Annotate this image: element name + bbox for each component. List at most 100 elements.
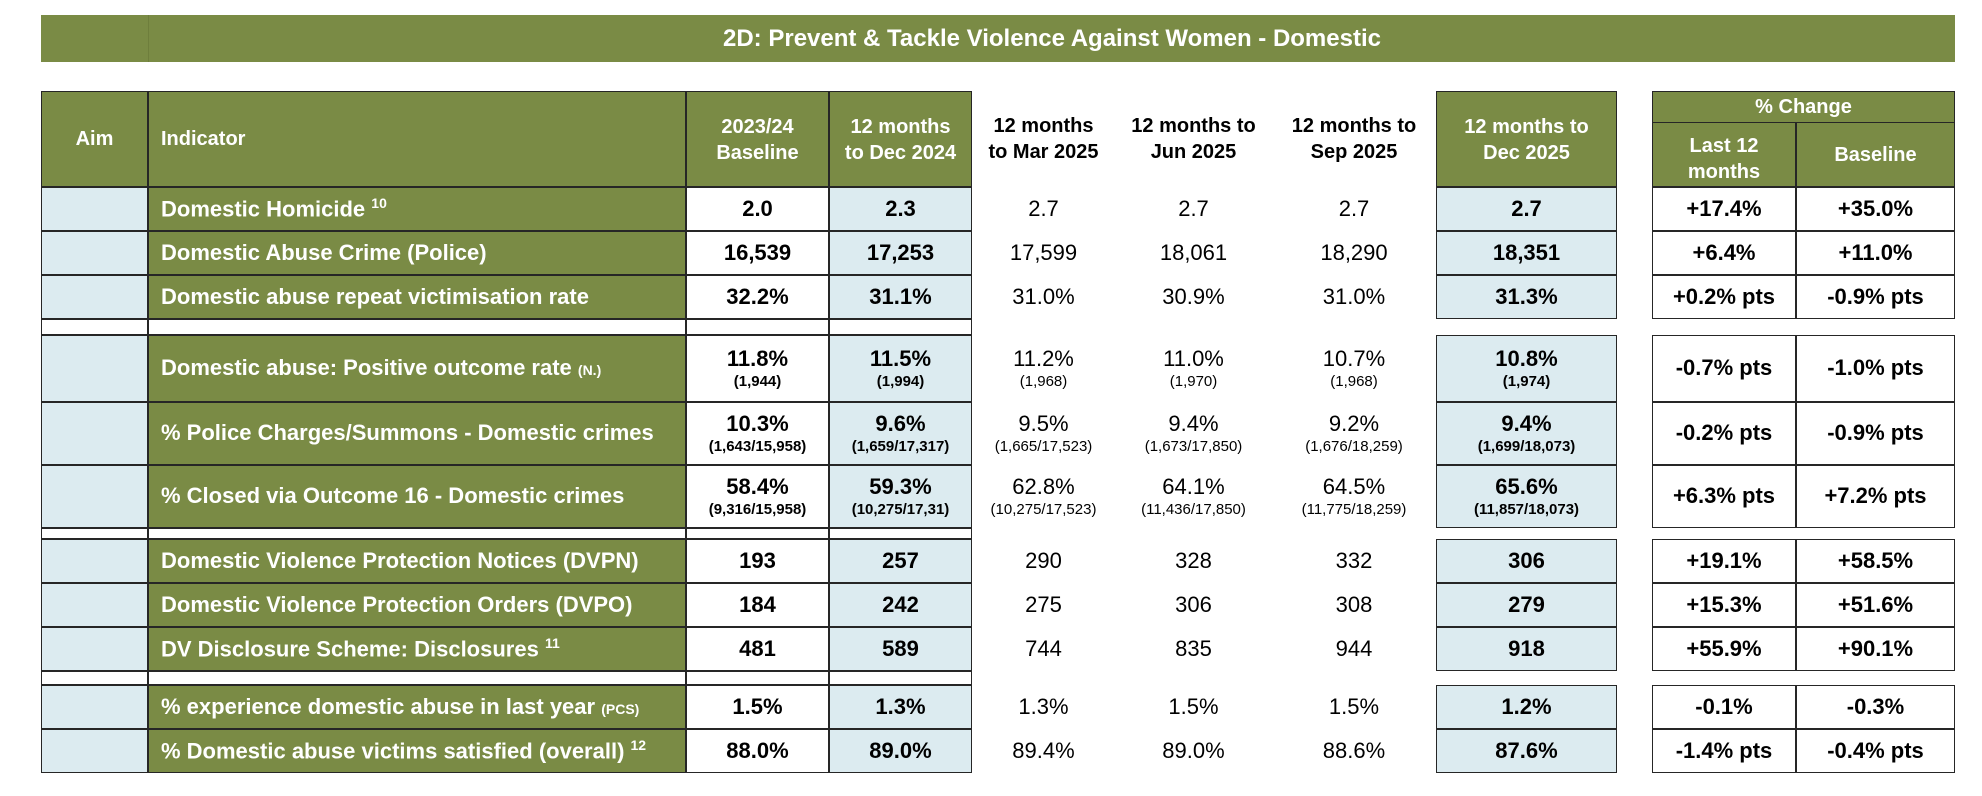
change-baseline-value: +11.0% [1838,239,1913,265]
indicator-text: Domestic Homicide 10 [161,196,387,222]
aim-cell [41,539,148,583]
value-dec2024-main: 589 [882,635,919,661]
value-jun2025-detail: (11,436/17,850) [1141,500,1246,518]
header-baseline-line1: 2023/24 [721,116,794,138]
value-jun2025: 89.0% [1115,729,1272,773]
value-jun2025: 2.7 [1115,187,1272,231]
change-baseline-value: -0.9% pts [1827,283,1924,309]
change-last-12-value: +55.9% [1686,635,1762,661]
value-dec2025-main: 18,351 [1492,239,1561,265]
indicator-text: Domestic Violence Protection Orders (DVP… [161,591,633,617]
aim-cell [41,275,148,319]
value-jun2025-main: 89.0% [1162,737,1225,763]
value-mar2025-detail: (1,665/17,523) [994,437,1093,455]
change-last-12: +55.9% [1652,627,1796,671]
change-gap-2 [1652,671,1955,685]
value-baseline: 58.4% (9,316/15,958) [686,465,829,528]
gap-band-1-indicator [148,528,686,539]
value-dec2025: 918 [1436,627,1617,671]
change-baseline-value: +7.2% pts [1824,483,1927,509]
value-sep2025-main: 944 [1335,635,1373,661]
header-aim-label: Aim [75,128,114,150]
change-last-12: +17.4% [1652,187,1796,231]
value-sep2025: 2.7 [1272,187,1436,231]
value-mar2025-main: 62.8% [1012,473,1075,499]
value-mar2025: 9.5% (1,665/17,523) [972,402,1115,465]
value-jun2025: 835 [1115,627,1272,671]
change-last-12-value: +6.3% pts [1672,483,1776,509]
change-last-12: -0.2% pts [1652,402,1796,465]
value-baseline-main: 58.4% [726,473,789,499]
value-dec2024-detail: (10,275/17,31) [851,500,950,518]
value-sep2025: 10.7% (1,968) [1272,335,1436,402]
header-jun2025-line2: Jun 2025 [1150,141,1237,163]
indicator-name: Domestic Violence Protection Orders (DVP… [161,591,633,617]
indicator-text: % Domestic abuse victims satisfied (over… [161,738,646,764]
header-dec-2024: 12 months to Dec 2024 [829,91,972,187]
value-dec2025-main: 2.7 [1511,195,1542,221]
value-jun2025-main: 1.5% [1168,693,1219,719]
value-dec2024-main: 11.5% [869,345,932,371]
change-last-12-value: -1.4% pts [1675,737,1773,763]
value-sep2025: 18,290 [1272,231,1436,275]
value-mar2025-main: 1.3% [1018,693,1069,719]
value-sep2025: 9.2% (1,676/18,259) [1272,402,1436,465]
change-last-12-value: -0.1% [1695,693,1753,719]
change-baseline: -0.4% pts [1796,729,1955,773]
change-baseline: -1.0% pts [1796,335,1955,402]
header-last-12: Last 12 months [1652,122,1796,187]
header-baseline-change: Baseline [1796,122,1955,187]
value-sep2025-main: 2.7 [1338,195,1370,221]
change-gap-0 [1652,319,1955,335]
value-sep2025: 332 [1272,539,1436,583]
value-sep2025-main: 10.7% [1322,345,1386,371]
header-pct-change: % Change [1652,91,1955,123]
value-mar2025-main: 17,599 [1009,239,1078,265]
value-baseline: 16,539 [686,231,829,275]
change-last-12-value: +19.1% [1686,547,1762,573]
change-last-12: +6.3% pts [1652,465,1796,528]
change-baseline-value: -0.3% [1846,693,1905,719]
indicator-label-cell: Domestic Violence Protection Orders (DVP… [148,583,686,627]
indicator-label-cell: % experience domestic abuse in last year… [148,685,686,729]
value-dec2024: 1.3% [829,685,972,729]
indicator-label-cell: % Closed via Outcome 16 - Domestic crime… [148,465,686,528]
value-sep2025-main: 31.0% [1322,283,1386,309]
table-title: 2D: Prevent & Tackle Violence Against Wo… [723,24,1381,52]
value-baseline-detail: (1,944) [733,372,782,390]
header-dec-2024-line2: to Dec 2024 [844,142,957,164]
value-jun2025-main: 835 [1175,635,1212,661]
change-baseline: -0.9% pts [1796,402,1955,465]
indicator-label-cell: % Domestic abuse victims satisfied (over… [148,729,686,773]
value-mar2025: 275 [972,583,1115,627]
header-mar2025: 12 months to Mar 2025 [972,91,1115,187]
value-dec2025-main: 10.8% [1495,345,1558,371]
value-baseline: 88.0% [686,729,829,773]
change-baseline: -0.9% pts [1796,275,1955,319]
header-dec-2025-line1: 12 months to [1464,116,1589,138]
value-sep2025-main: 18,290 [1320,239,1388,265]
value-mar2025-main: 2.7 [1028,195,1059,221]
value-mar2025-detail: (1,968) [1019,372,1068,390]
change-baseline: +51.6% [1796,583,1955,627]
header-baseline-line2: Baseline [716,142,799,164]
header-sep2025-line1: 12 months to [1291,115,1417,137]
header-sep2025-line2: Sep 2025 [1310,141,1398,163]
footnote-ref: 12 [630,737,647,754]
change-last-12-value: +6.4% [1692,239,1756,265]
change-baseline-value: -0.4% pts [1827,737,1924,763]
value-sep2025-main: 332 [1335,547,1373,573]
value-dec2024-detail: (1,659/17,317) [851,437,950,455]
title-bar: 2D: Prevent & Tackle Violence Against Wo… [41,15,1955,62]
value-dec2024-main: 257 [882,547,919,573]
header-indicator-label: Indicator [161,128,246,150]
value-mar2025: 62.8% (10,275/17,523) [972,465,1115,528]
value-jun2025-main: 18,061 [1159,239,1228,265]
value-sep2025-detail: (1,968) [1330,372,1378,390]
value-dec2024: 11.5% (1,994) [829,335,972,402]
value-sep2025: 1.5% [1272,685,1436,729]
gap-band-1-aim [41,528,148,539]
indicator-name: Domestic Abuse Crime (Police) [161,239,487,265]
value-mar2025-detail: (10,275/17,523) [990,500,1097,518]
change-baseline: -0.3% [1796,685,1955,729]
